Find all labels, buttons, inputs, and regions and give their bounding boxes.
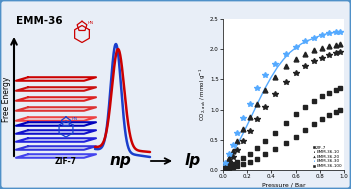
EMM-36-10 <box>263 105 267 108</box>
EMM-36-30 <box>273 63 277 65</box>
EMM-36-100 <box>327 114 332 116</box>
EMM-36-20 <box>263 89 267 91</box>
EMM-36-20 <box>320 47 324 49</box>
Line: EMM-36-100: EMM-36-100 <box>224 108 342 171</box>
ZIF-7 <box>231 163 235 165</box>
ZIF-7 <box>247 153 252 155</box>
EMM-36-100 <box>223 168 227 170</box>
ZIF-7 <box>303 105 307 108</box>
ZIF-7 <box>312 99 316 102</box>
ZIF-7 <box>255 147 259 149</box>
EMM-36-100 <box>263 153 267 156</box>
EMM-36-30 <box>223 162 227 164</box>
EMM-36-20 <box>338 43 343 45</box>
EMM-36-30 <box>327 32 332 35</box>
EMM-36-100 <box>320 118 324 120</box>
EMM-36-10 <box>312 60 316 62</box>
EMM-36-100 <box>338 108 343 111</box>
EMM-36-30 <box>338 30 343 33</box>
Text: EMM-36: EMM-36 <box>16 16 62 26</box>
EMM-36-100 <box>312 123 316 125</box>
EMM-36-100 <box>273 148 277 150</box>
EMM-36-20 <box>223 163 227 165</box>
Text: Free Energy: Free Energy <box>2 76 12 122</box>
ZIF-7 <box>320 95 324 98</box>
EMM-36-100 <box>333 111 338 113</box>
EMM-36-20 <box>293 58 298 60</box>
Line: EMM-36-20: EMM-36-20 <box>223 42 343 167</box>
EMM-36-20 <box>255 102 259 105</box>
Text: lp: lp <box>185 153 201 169</box>
EMM-36-30 <box>235 132 239 134</box>
Text: HN: HN <box>72 117 78 121</box>
ZIF-7 <box>293 113 298 116</box>
ZIF-7 <box>333 89 338 91</box>
EMM-36-20 <box>273 76 277 78</box>
EMM-36-30 <box>284 53 288 55</box>
EMM-36-10 <box>284 81 288 84</box>
EMM-36-100 <box>247 160 252 163</box>
EMM-36-10 <box>327 54 332 56</box>
EMM-36-30 <box>293 46 298 48</box>
EMM-36-30 <box>312 36 316 39</box>
EMM-36-10 <box>247 130 252 132</box>
EMM-36-100 <box>255 157 259 160</box>
Line: EMM-36-10: EMM-36-10 <box>223 49 343 169</box>
X-axis label: Pressure / Bar: Pressure / Bar <box>261 182 305 187</box>
EMM-36-30 <box>227 153 231 156</box>
Line: EMM-36-30: EMM-36-30 <box>223 29 343 166</box>
EMM-36-30 <box>303 40 307 42</box>
ZIF-7 <box>263 140 267 142</box>
EMM-36-30 <box>263 74 267 76</box>
EMM-36-20 <box>235 140 239 142</box>
EMM-36-20 <box>312 49 316 51</box>
ZIF-7 <box>241 157 246 159</box>
Line: ZIF-7: ZIF-7 <box>224 87 342 169</box>
Text: np: np <box>109 153 131 169</box>
EMM-36-100 <box>235 165 239 167</box>
EMM-36-30 <box>333 31 338 33</box>
EMM-36-20 <box>247 116 252 118</box>
EMM-36-10 <box>223 165 227 167</box>
EMM-36-20 <box>327 45 332 47</box>
EMM-36-10 <box>231 156 235 158</box>
EMM-36-100 <box>241 163 246 165</box>
ZIF-7 <box>227 165 231 168</box>
EMM-36-30 <box>231 144 235 146</box>
EMM-36-30 <box>320 34 324 36</box>
EMM-36-10 <box>338 51 343 53</box>
EMM-36-20 <box>231 150 235 152</box>
EMM-36-20 <box>284 65 288 67</box>
ZIF-7 <box>327 91 332 94</box>
EMM-36-100 <box>231 166 235 168</box>
EMM-36-20 <box>241 128 246 130</box>
Y-axis label: CO$_{2,ads}$ / mmol g$^{-1}$: CO$_{2,ads}$ / mmol g$^{-1}$ <box>198 68 207 121</box>
EMM-36-20 <box>227 157 231 159</box>
EMM-36-30 <box>255 87 259 90</box>
EMM-36-10 <box>255 118 259 120</box>
EMM-36-10 <box>293 72 298 74</box>
EMM-36-100 <box>227 167 231 169</box>
EMM-36-10 <box>273 93 277 95</box>
ZIF-7 <box>223 167 227 169</box>
EMM-36-10 <box>227 160 231 163</box>
EMM-36-10 <box>320 57 324 59</box>
EMM-36-100 <box>293 136 298 138</box>
EMM-36-10 <box>235 148 239 151</box>
Text: HN: HN <box>88 21 94 25</box>
EMM-36-10 <box>333 52 338 54</box>
EMM-36-100 <box>284 142 288 144</box>
EMM-36-30 <box>247 102 252 105</box>
ZIF-7 <box>273 132 277 134</box>
EMM-36-10 <box>241 140 246 142</box>
ZIF-7 <box>338 87 343 90</box>
EMM-36-10 <box>303 65 307 67</box>
EMM-36-30 <box>241 117 246 119</box>
ZIF-7 <box>284 122 288 124</box>
EMM-36-20 <box>303 53 307 55</box>
EMM-36-100 <box>303 129 307 131</box>
Text: ZIF-7: ZIF-7 <box>55 157 77 167</box>
ZIF-7 <box>235 160 239 163</box>
EMM-36-20 <box>333 44 338 46</box>
